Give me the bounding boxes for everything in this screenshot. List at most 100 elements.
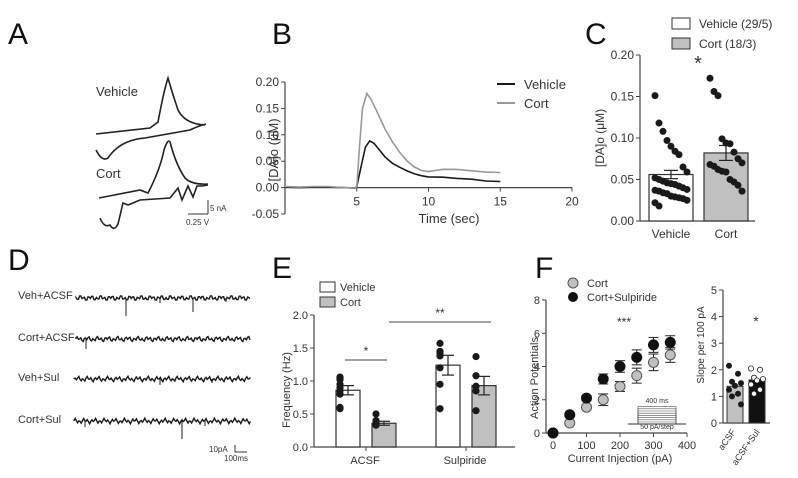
significance-star: * [753, 313, 759, 329]
legend-marker-cort [567, 277, 579, 289]
y-axis-tick-label: 1.5 [293, 343, 308, 355]
data-point [663, 136, 671, 144]
data-point [734, 181, 742, 189]
data-point-cort [581, 401, 592, 413]
data-point-cort+sulpiride [547, 427, 559, 439]
x-axis-tick-label: 200 [611, 440, 629, 452]
x-axis-tick-label: 5 [353, 195, 360, 209]
panel-letter-a: A [8, 18, 29, 51]
data-point-cort [614, 380, 626, 392]
data-point-cort+sulpiride [614, 361, 626, 372]
legend-label-vehicle: Vehicle (29/5) [699, 17, 772, 31]
inset-bottom-label: 50 pA/step [640, 424, 674, 431]
inset-top-label: 400 ms [646, 398, 669, 405]
data-point-cort [597, 394, 609, 406]
x-axis-tick-label: Vehicle [652, 227, 691, 241]
vehicle-voltammogram-trace [95, 75, 207, 160]
significance-star: * [694, 53, 702, 75]
data-point [760, 376, 767, 383]
x-tick-label-acsf: aCSF [716, 427, 738, 452]
panel-letter-f: F [535, 252, 554, 285]
data-point [372, 410, 380, 418]
y-axis-label: Frequency (Hz) [281, 352, 293, 428]
y-axis-label: Action Potentials [529, 337, 541, 419]
data-point [732, 382, 739, 389]
data-point [655, 202, 663, 210]
data-point [706, 74, 714, 82]
panel-letter-b: B [272, 18, 293, 51]
y-axis-tick-label: 0 [534, 428, 540, 440]
inset-step-protocol [628, 406, 686, 425]
y-axis-label: [DA]o (μM) [266, 118, 281, 181]
data-point [436, 352, 444, 360]
trace-3 [73, 416, 252, 426]
data-point [336, 405, 344, 413]
y-axis-tick-label: 0.15 [611, 90, 635, 104]
trace-label-cort: Cort [96, 166, 121, 181]
y-axis-tick-label: 2.0 [293, 310, 308, 322]
significance-label-acsf: * [364, 344, 369, 358]
data-point [751, 390, 758, 397]
data-point-cort+sulpiride [664, 336, 676, 348]
y-axis-tick-label: 0.0 [293, 442, 308, 454]
x-axis-tick-label: Sulpiride [444, 455, 487, 467]
panel-a-voltammograms: Vehicle Cort 5 nA 0.25 V [95, 75, 227, 230]
cort-voltammogram-trace [98, 140, 209, 230]
y-axis-tick-label: 0.00 [256, 181, 280, 195]
series-line-cort [284, 91, 501, 189]
data-point [675, 151, 683, 159]
legend-marker-cort-sulpiride [568, 292, 578, 302]
x-axis-tick-label: 10 [422, 195, 436, 209]
inset-step [637, 412, 677, 424]
panel-letter-e: E [272, 252, 293, 285]
data-point [726, 386, 733, 393]
data-point-cort+sulpiride [648, 339, 659, 351]
data-point [436, 339, 444, 347]
y-axis-tick-label: 1 [711, 391, 717, 403]
y-axis-tick-label: 1.0 [293, 376, 308, 388]
x-axis-tick-label: 100 [577, 440, 595, 452]
scalebar-voltage-label: 0.25 V [186, 218, 210, 227]
legend-swatch-vehicle [319, 281, 336, 293]
trace-0 [75, 295, 251, 301]
data-point [738, 187, 746, 195]
panel-letter-c: C [585, 18, 607, 51]
significance-label: *** [617, 315, 631, 329]
data-point [683, 185, 691, 193]
data-point [735, 370, 742, 377]
data-point [436, 364, 444, 372]
legend-swatch-vehicle [671, 17, 691, 30]
x-axis-tick-label: ACSF [350, 455, 380, 467]
y-axis-tick-label: 5 [711, 285, 717, 297]
trace-label-veh-sul: Veh+Sul [18, 372, 60, 384]
data-point-cort+sulpiride [631, 351, 643, 363]
y-axis-tick-label: 4 [534, 362, 540, 374]
panel-e-bar-chart: Vehicle Cort 0.0 0.5 1.0 1.5 2.0 ACSF Sulpirid… [281, 281, 515, 467]
inset-step [637, 406, 677, 424]
legend-label-cort: Cort (18/3) [699, 37, 756, 51]
data-point-cort+sulpiride [581, 392, 592, 404]
data-point [729, 378, 736, 385]
panel-letter-d: D [8, 244, 30, 277]
y-axis-tick-label: 4 [711, 312, 717, 324]
panel-d-traces: 10pA 100ms [73, 295, 252, 463]
x-axis-tick-label: 400 [678, 440, 696, 452]
trace-label-vehicle: Vehicle [96, 84, 138, 99]
y-axis-tick-label: -0.05 [252, 207, 280, 221]
scalebar-current-label: 5 nA [210, 204, 227, 213]
y-axis-tick-label: 0.20 [256, 75, 280, 89]
trace-label-cort-sul: Cort+Sul [18, 414, 62, 426]
data-point [372, 421, 380, 429]
legend-label-cort: Cort [340, 297, 361, 309]
data-point [738, 401, 745, 408]
data-point [748, 381, 755, 388]
y-axis-tick-label: 2 [711, 365, 717, 377]
scalebar-time-label: 100ms [224, 454, 248, 463]
data-point [667, 142, 675, 150]
data-point [655, 119, 663, 127]
y-axis-tick-label: 0.20 [611, 48, 635, 62]
data-point [726, 362, 733, 369]
data-point [472, 387, 480, 395]
significance-label-cort: ** [435, 306, 445, 320]
